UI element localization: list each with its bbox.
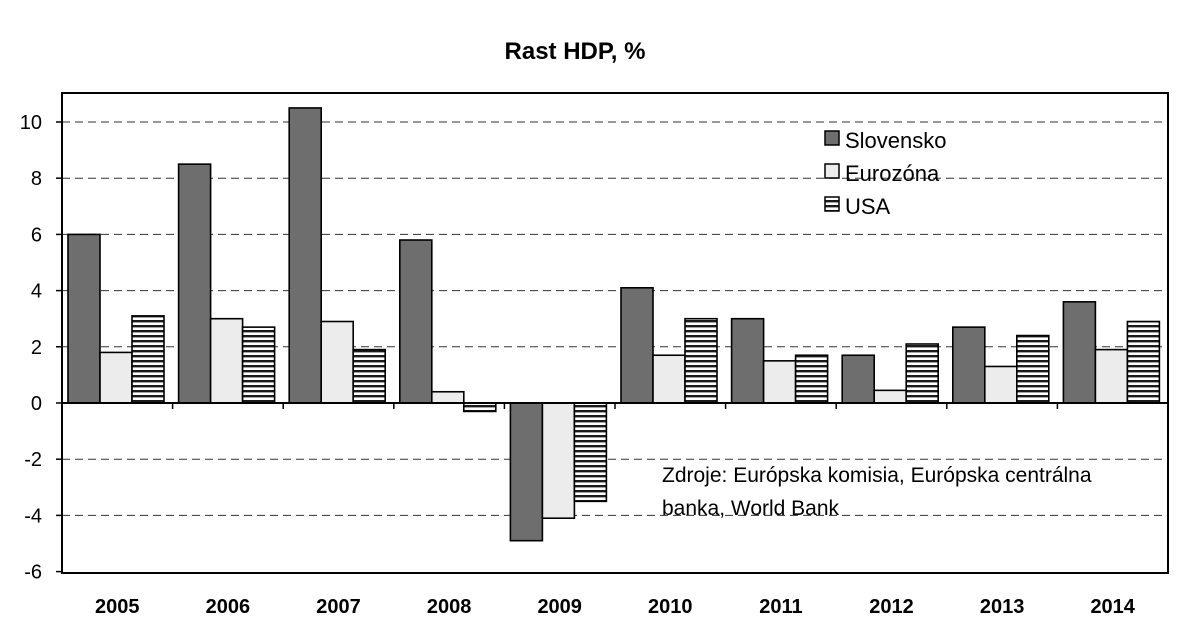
source-note-line-1: Zdroje: Európska komisia, Európska centr… [662, 464, 1092, 487]
x-tick-labels: 2005 2006 2007 2008 2009 2010 2011 2012 2013 2014 [95, 596, 1136, 618]
bar-slovensko-2007 [288, 107, 323, 404]
x-tick-label: 2014 [1090, 596, 1135, 618]
bar-euroz-na-2009 [541, 402, 576, 520]
bar-usa-2013 [1015, 334, 1050, 404]
y-tick-labels: 10 8 6 4 2 0 -2 -4 -6 [20, 112, 42, 584]
bar-slovensko-2010 [620, 286, 654, 404]
bar-euroz-na-2010 [652, 354, 686, 404]
bar-slovensko-2012 [841, 354, 876, 404]
bar-usa-2006 [241, 326, 276, 404]
bar-slovensko-2014 [1062, 301, 1097, 404]
bar-usa-2014 [1126, 320, 1161, 404]
legend-swatch-eurozona [824, 163, 840, 179]
y-tick-label: 4 [31, 281, 42, 303]
x-tick-label: 2008 [427, 596, 472, 618]
y-tick-label: -4 [24, 505, 42, 527]
y-tick-label: 2 [31, 337, 42, 359]
y-tick-label: 8 [31, 168, 42, 190]
x-tick-label: 2011 [759, 596, 802, 618]
x-tick-label: 2013 [980, 596, 1025, 618]
legend: Slovensko Eurozóna USA [824, 128, 947, 219]
y-tick-label: -2 [24, 449, 42, 471]
bar-usa-2007 [352, 348, 387, 404]
bar-slovensko-2008 [398, 239, 433, 404]
x-tick-label: 2009 [537, 596, 582, 618]
chart-title: Rast HDP, % [505, 38, 646, 65]
bar-usa-2005 [131, 315, 165, 404]
legend-swatch-usa [824, 196, 840, 212]
bar-slovensko-2011 [730, 317, 765, 404]
bar-usa-2009 [573, 402, 608, 503]
bar-slovensko-2009 [509, 402, 544, 542]
bar-usa-2010 [684, 317, 718, 404]
axes [56, 92, 1169, 574]
bar-usa-2012 [905, 343, 940, 404]
bar-euroz-na-2005 [99, 351, 133, 404]
legend-label-eurozona: Eurozóna [845, 161, 940, 186]
y-tick-label: 10 [20, 112, 42, 134]
legend-label-slovensko: Slovensko [845, 128, 947, 153]
plot-frame [61, 92, 1169, 574]
bar-usa-2008 [462, 402, 497, 413]
y-tick-label: 0 [31, 393, 42, 415]
legend-label-usa: USA [845, 194, 891, 219]
bar-euroz-na-2007 [320, 320, 355, 404]
bar-euroz-na-2008 [430, 390, 465, 404]
source-annotation: Zdroje: Európska komisia, Európska centr… [662, 464, 1092, 520]
bar-slovensko-2013 [951, 326, 986, 404]
bar-euroz-na-2012 [873, 389, 908, 404]
bar-euroz-na-2006 [209, 317, 244, 404]
bar-euroz-na-2014 [1094, 348, 1129, 404]
legend-swatch-slovensko [824, 130, 840, 146]
x-tick-label: 2012 [869, 596, 914, 618]
bar-slovensko-2005 [67, 233, 101, 404]
bar-slovensko-2006 [177, 163, 212, 404]
gridlines [62, 121, 1168, 516]
bar-euroz-na-2011 [762, 360, 797, 404]
x-tick-label: 2007 [316, 596, 361, 618]
y-tick-label: 6 [31, 224, 42, 246]
x-tick-label: 2006 [206, 596, 251, 618]
x-tick-label: 2010 [648, 596, 693, 618]
bar-euroz-na-2013 [983, 365, 1018, 404]
y-tick-label: -6 [24, 562, 42, 584]
source-note-line-2: banka, World Bank [662, 497, 840, 520]
bar-usa-2011 [794, 354, 829, 404]
x-tick-label: 2005 [95, 596, 140, 618]
